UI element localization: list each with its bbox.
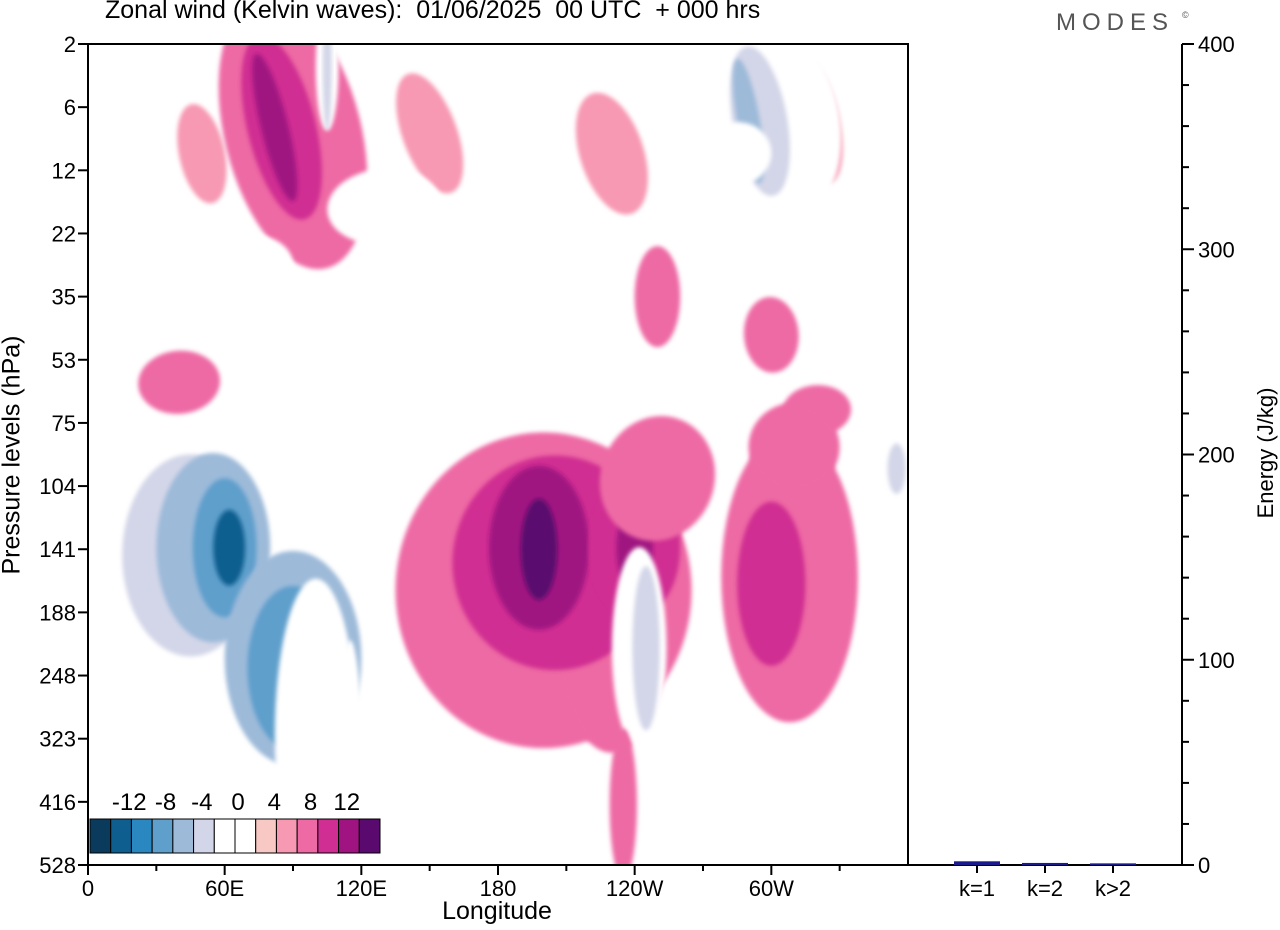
colorbar-label: 8 — [304, 789, 317, 816]
y-tick-label: 248 — [39, 664, 76, 689]
colorbar-label: -12 — [112, 789, 147, 816]
wind-anomaly-patch — [201, 234, 293, 298]
energy-tick-label: 0 — [1198, 853, 1210, 878]
colorbar-legend: -12 -8 -4 0 4 8 12 — [89, 789, 381, 854]
x-tick-label: 0 — [82, 876, 94, 901]
wind-anomaly-patch — [703, 122, 772, 186]
colorbar-swatch — [151, 818, 174, 854]
y-tick-label: 22 — [52, 221, 76, 246]
y-tick-label: 188 — [39, 600, 76, 625]
colorbar-swatch — [193, 818, 215, 854]
colorbar-swatch — [110, 818, 132, 854]
wind-contour-field — [110, 44, 908, 865]
y-tick-label: 75 — [52, 411, 76, 436]
wind-anomaly-patch — [274, 578, 357, 865]
wind-anomaly-patch — [575, 92, 648, 215]
y-tick-label: 416 — [39, 790, 76, 815]
category-label: k=2 — [1027, 876, 1063, 901]
wind-anomaly-patch — [887, 443, 906, 494]
wind-anomaly-patch — [634, 246, 681, 348]
x-tick-label: 180 — [480, 876, 517, 901]
y-tick-label: 35 — [52, 285, 76, 310]
x-tick-label: 60W — [749, 876, 794, 901]
wind-anomaly-patch — [372, 341, 419, 392]
x-tick-label: 60E — [205, 876, 244, 901]
colorbar-label: 12 — [333, 789, 360, 816]
wind-anomaly-patch — [743, 297, 799, 373]
colorbar-swatch — [255, 818, 277, 854]
wind-anomaly-patch — [138, 350, 221, 414]
wind-anomaly-patch — [520, 498, 558, 600]
colorbar-label: 4 — [268, 789, 281, 816]
x-axis-label-longitude: Longitude — [442, 897, 552, 925]
colorbar-swatch — [296, 818, 319, 854]
y-tick-label: 53 — [52, 348, 76, 373]
wind-anomaly-patch — [336, 640, 364, 865]
colorbar-swatch — [275, 818, 298, 854]
wind-anomaly-patch — [322, 44, 332, 131]
wind-anomaly-patch — [705, 768, 724, 865]
colorbar-swatch — [89, 818, 112, 854]
energy-tick-label: 100 — [1198, 648, 1235, 673]
energy-bar-panel: 0 100 200 300 400 k=1 k=2 k>2 — [908, 32, 1235, 901]
wind-anomaly-patch — [632, 566, 660, 731]
y-tick-label: 141 — [39, 537, 76, 562]
wind-anomaly-patch — [327, 168, 441, 245]
chart-title: Zonal wind (Kelvin waves): 01/06/2025 00… — [105, 0, 761, 24]
x-tick-label: 120E — [336, 876, 387, 901]
wind-anomaly-patch — [396, 73, 464, 194]
y-tick-label: 6 — [64, 95, 76, 120]
energy-bar-k=1 — [954, 861, 1000, 865]
wind-anomaly-patch — [213, 509, 246, 586]
y-tick-label: 2 — [64, 32, 76, 57]
wind-anomaly-patch — [609, 728, 637, 865]
colorbar-swatch — [130, 818, 153, 854]
colorbar-swatch — [172, 818, 195, 854]
colorbar-swatch — [338, 818, 360, 854]
energy-tick-label: 200 — [1198, 443, 1235, 468]
energy-bar-k=2 — [1022, 862, 1068, 865]
y-tick-label: 528 — [39, 853, 76, 878]
copyright-mark: © — [1182, 10, 1189, 20]
x-tick-label: 120W — [606, 876, 664, 901]
energy-tick-label: 400 — [1198, 32, 1235, 57]
category-label: k>2 — [1095, 876, 1131, 901]
y-tick-label: 323 — [39, 727, 76, 752]
category-label: k=1 — [959, 876, 995, 901]
colorbar-label: -4 — [191, 789, 212, 816]
y-tick-label: 104 — [39, 474, 76, 499]
energy-bar-k>2 — [1090, 863, 1136, 865]
colorbar-label: 0 — [231, 789, 244, 816]
colorbar-swatch — [317, 818, 340, 854]
modes-logo: MODES — [1056, 9, 1175, 36]
colorbar-swatch — [213, 818, 236, 854]
wind-anomaly-patch — [599, 416, 716, 541]
wind-anomaly-patch — [748, 402, 840, 492]
y-tick-label: 12 — [52, 158, 76, 183]
colorbar-swatch — [234, 818, 257, 854]
wind-anomaly-patch — [177, 104, 227, 204]
wind-anomaly-patch — [252, 53, 298, 202]
colorbar-label: -8 — [155, 789, 176, 816]
energy-tick-label: 300 — [1198, 237, 1235, 262]
wind-anomaly-patch — [737, 501, 806, 666]
colorbar-swatch — [358, 818, 381, 854]
